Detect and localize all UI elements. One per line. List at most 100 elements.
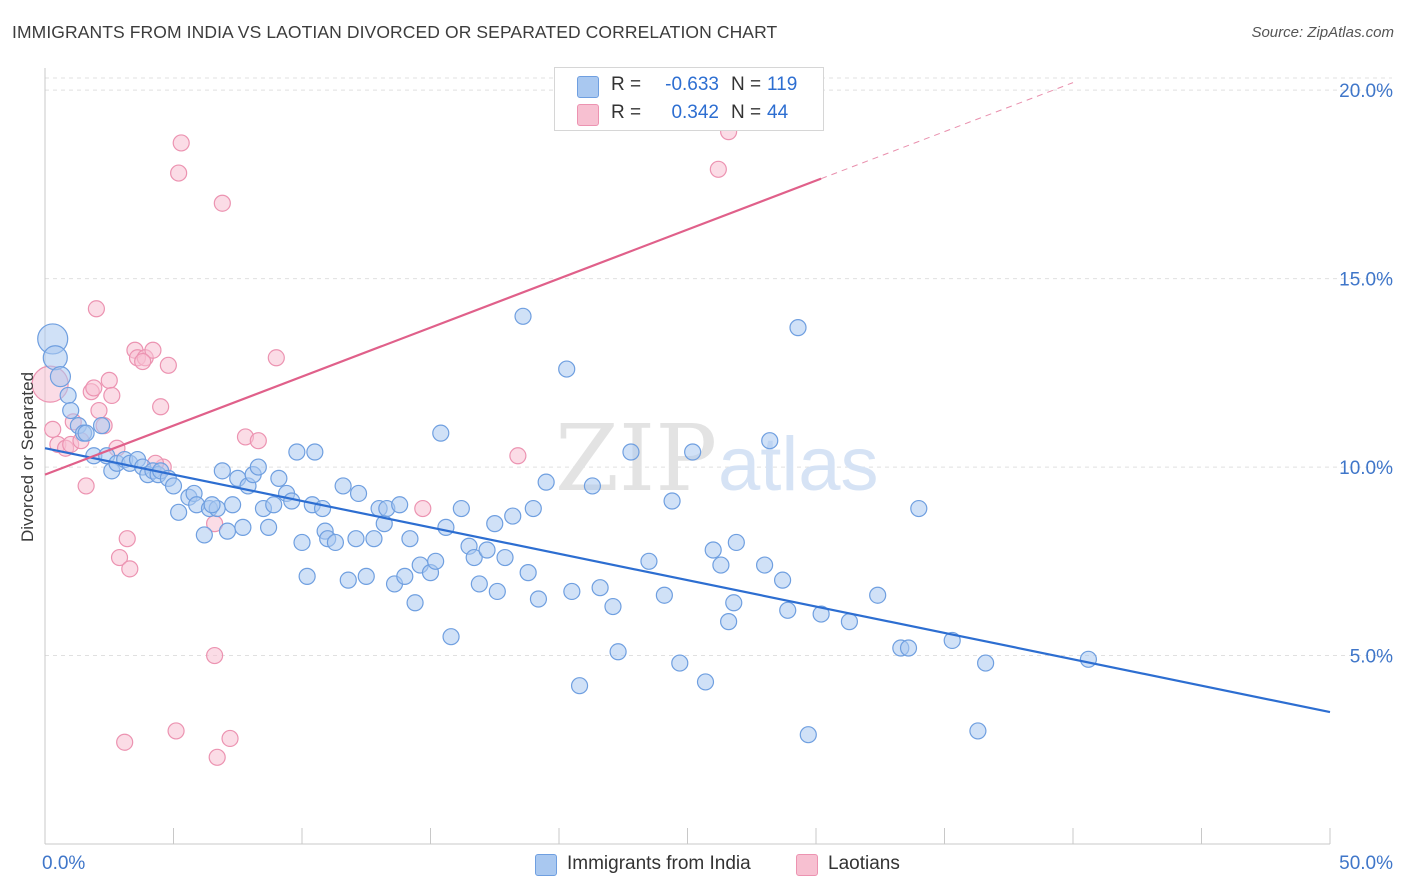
india-point — [671, 654, 689, 672]
laotians-point — [87, 300, 106, 318]
india-point — [164, 477, 183, 495]
y-tick-label: 10.0% — [1339, 458, 1393, 479]
india-point — [604, 597, 622, 616]
india-point — [977, 654, 995, 672]
india-point — [442, 628, 460, 646]
india-point — [224, 496, 242, 514]
india-point — [725, 594, 743, 612]
india-point — [406, 594, 424, 612]
india-point — [640, 552, 658, 570]
india-point — [347, 530, 365, 548]
laotians-point — [167, 722, 185, 740]
india-point — [213, 462, 231, 480]
india-point — [486, 515, 504, 533]
india-point — [401, 530, 419, 548]
laotians-point — [206, 646, 224, 665]
x-tick-label: 0.0% — [42, 853, 85, 874]
laotians-point — [118, 530, 136, 548]
india-point — [720, 613, 738, 631]
legend-row-laos: R = 0.342 N = 44 — [555, 100, 823, 128]
india-point — [761, 432, 779, 450]
india-point — [470, 575, 488, 593]
laotians-point — [170, 164, 188, 182]
series-legend: Immigrants from India Laotians — [0, 850, 1406, 880]
laotians-point — [116, 733, 134, 751]
india-point — [432, 424, 450, 442]
y-tick-label: 20.0% — [1339, 81, 1393, 102]
laotians-point — [159, 356, 177, 374]
laotians-point — [414, 499, 432, 518]
laotians-point — [44, 420, 62, 438]
india-point — [270, 469, 288, 487]
india-point — [313, 499, 332, 518]
india-point — [789, 319, 807, 337]
laotians-point — [77, 477, 95, 495]
india-point — [840, 613, 859, 631]
india-point — [249, 458, 267, 476]
india-point — [265, 496, 283, 514]
india-point — [49, 366, 72, 388]
india-point — [478, 541, 496, 559]
india-point — [62, 401, 80, 420]
axes — [44, 68, 1331, 845]
india-trend-line — [44, 447, 1331, 714]
india-point — [504, 507, 522, 525]
laotians-trend-extension — [820, 82, 1074, 180]
chart-title: IMMIGRANTS FROM INDIA VS LAOTIAN DIVORCE… — [12, 22, 778, 42]
legend-r-label: R = — [611, 74, 642, 95]
india-points — [37, 307, 1098, 744]
laotians-point — [213, 194, 231, 212]
laotians-point — [267, 349, 285, 367]
india-point — [357, 567, 375, 585]
legend-swatch-laos — [796, 854, 818, 876]
india-point — [365, 530, 383, 548]
india-point — [452, 499, 470, 518]
india-point — [234, 518, 252, 536]
tick-labels: 5.0% 10.0% 15.0% 20.0% 0.0% 50.0% — [42, 81, 1393, 874]
laotians-point — [110, 548, 129, 567]
india-point — [170, 503, 188, 521]
india-point — [306, 443, 324, 461]
legend-r-value: 0.342 — [671, 102, 719, 123]
india-point — [519, 564, 537, 582]
stats-legend: R = -0.633 N = 119 R = 0.342 N = 44 — [554, 67, 824, 131]
india-point — [427, 552, 445, 570]
india-point — [537, 473, 555, 491]
legend-n-value: 44 — [767, 102, 789, 123]
trend-lines — [44, 82, 1331, 714]
india-point — [259, 518, 278, 536]
india-point — [727, 533, 745, 552]
india-point — [92, 417, 111, 435]
legend-n-label: N = — [731, 102, 762, 123]
y-tick-label: 15.0% — [1339, 270, 1393, 291]
laotians-point — [90, 401, 108, 420]
legend-r-value: -0.633 — [665, 74, 719, 95]
laotians-point — [152, 398, 170, 416]
laotians-point — [121, 560, 139, 578]
laotians-point — [208, 748, 226, 766]
india-point — [437, 518, 455, 536]
india-point — [59, 386, 77, 405]
india-point — [298, 567, 316, 585]
india-point — [779, 601, 797, 619]
india-point — [524, 499, 542, 518]
india-point — [663, 492, 681, 510]
india-point — [655, 586, 673, 604]
india-point — [570, 677, 589, 695]
laotians-point — [709, 160, 727, 178]
laotians-point — [144, 341, 162, 359]
india-point — [563, 582, 581, 601]
india-point — [755, 556, 774, 574]
india-point — [218, 522, 237, 540]
india-point — [391, 496, 409, 514]
india-point — [609, 643, 627, 661]
india-point — [869, 586, 887, 604]
india-point — [465, 548, 483, 567]
legend-label-india: Immigrants from India — [567, 853, 751, 874]
laotians-point — [172, 134, 190, 152]
watermark: ZIP atlas — [555, 405, 879, 512]
india-point — [622, 443, 640, 461]
india-point — [583, 477, 602, 495]
india-point — [684, 443, 702, 461]
